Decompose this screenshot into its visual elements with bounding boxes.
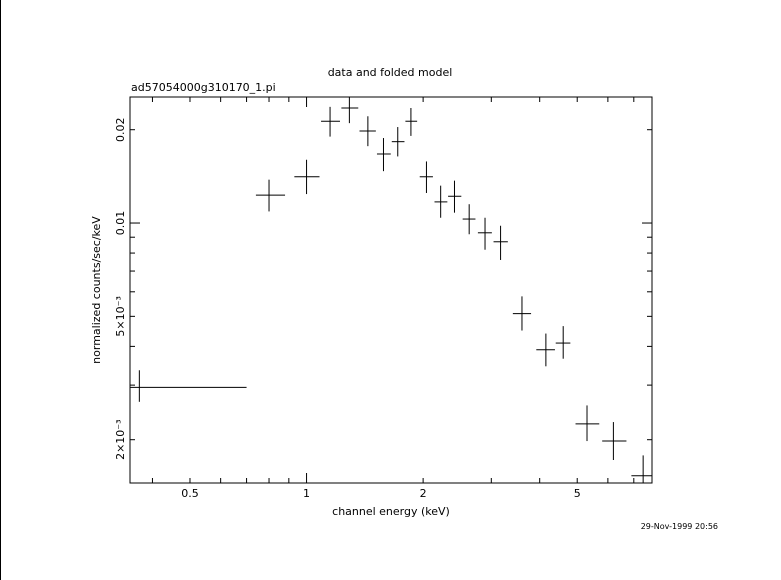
- data-point: [575, 405, 600, 442]
- chart-title: data and folded model: [328, 66, 453, 79]
- y-tick-label: 2×10⁻³: [114, 419, 127, 459]
- data-point: [512, 296, 532, 331]
- data-points: [130, 97, 652, 483]
- data-point: [391, 127, 405, 157]
- data-point: [434, 185, 448, 218]
- data-point: [359, 116, 376, 147]
- axis-ticks: [130, 97, 652, 483]
- data-point: [631, 455, 652, 483]
- x-tick-label: 2: [420, 487, 427, 500]
- y-tick-label: 5×10⁻³: [114, 296, 127, 336]
- data-point: [462, 204, 476, 235]
- data-point: [321, 106, 340, 137]
- x-axis-label: channel energy (keV): [332, 505, 450, 518]
- file-name-label: ad57054000g310170_1.pi: [131, 81, 276, 94]
- data-point: [405, 107, 418, 136]
- window-left-edge: [0, 0, 1, 580]
- x-tick-label: 5: [574, 487, 581, 500]
- x-tick-label: 0.5: [181, 487, 199, 500]
- data-point: [477, 217, 492, 250]
- data-point: [602, 422, 627, 461]
- plot-frame: [129, 96, 653, 484]
- data-point: [255, 179, 286, 212]
- data-point: [130, 370, 247, 402]
- y-tick-label: 0.02: [114, 117, 127, 142]
- data-point: [294, 159, 320, 195]
- data-point: [419, 161, 433, 193]
- data-point: [341, 97, 359, 124]
- y-tick-label: 0.01: [114, 211, 127, 236]
- tick-labels: 0.5 1 2 5 2×10⁻³ 5×10⁻³ 0.01 0.02: [114, 117, 581, 500]
- timestamp: 29-Nov-1999 20:56: [641, 522, 718, 531]
- data-point: [536, 333, 555, 367]
- data-point: [376, 138, 391, 172]
- x-tick-label: 1: [303, 487, 310, 500]
- data-point: [448, 180, 462, 213]
- y-axis-label: normalized counts/sec/keV: [90, 216, 103, 364]
- data-point: [555, 326, 571, 359]
- data-point: [493, 225, 508, 260]
